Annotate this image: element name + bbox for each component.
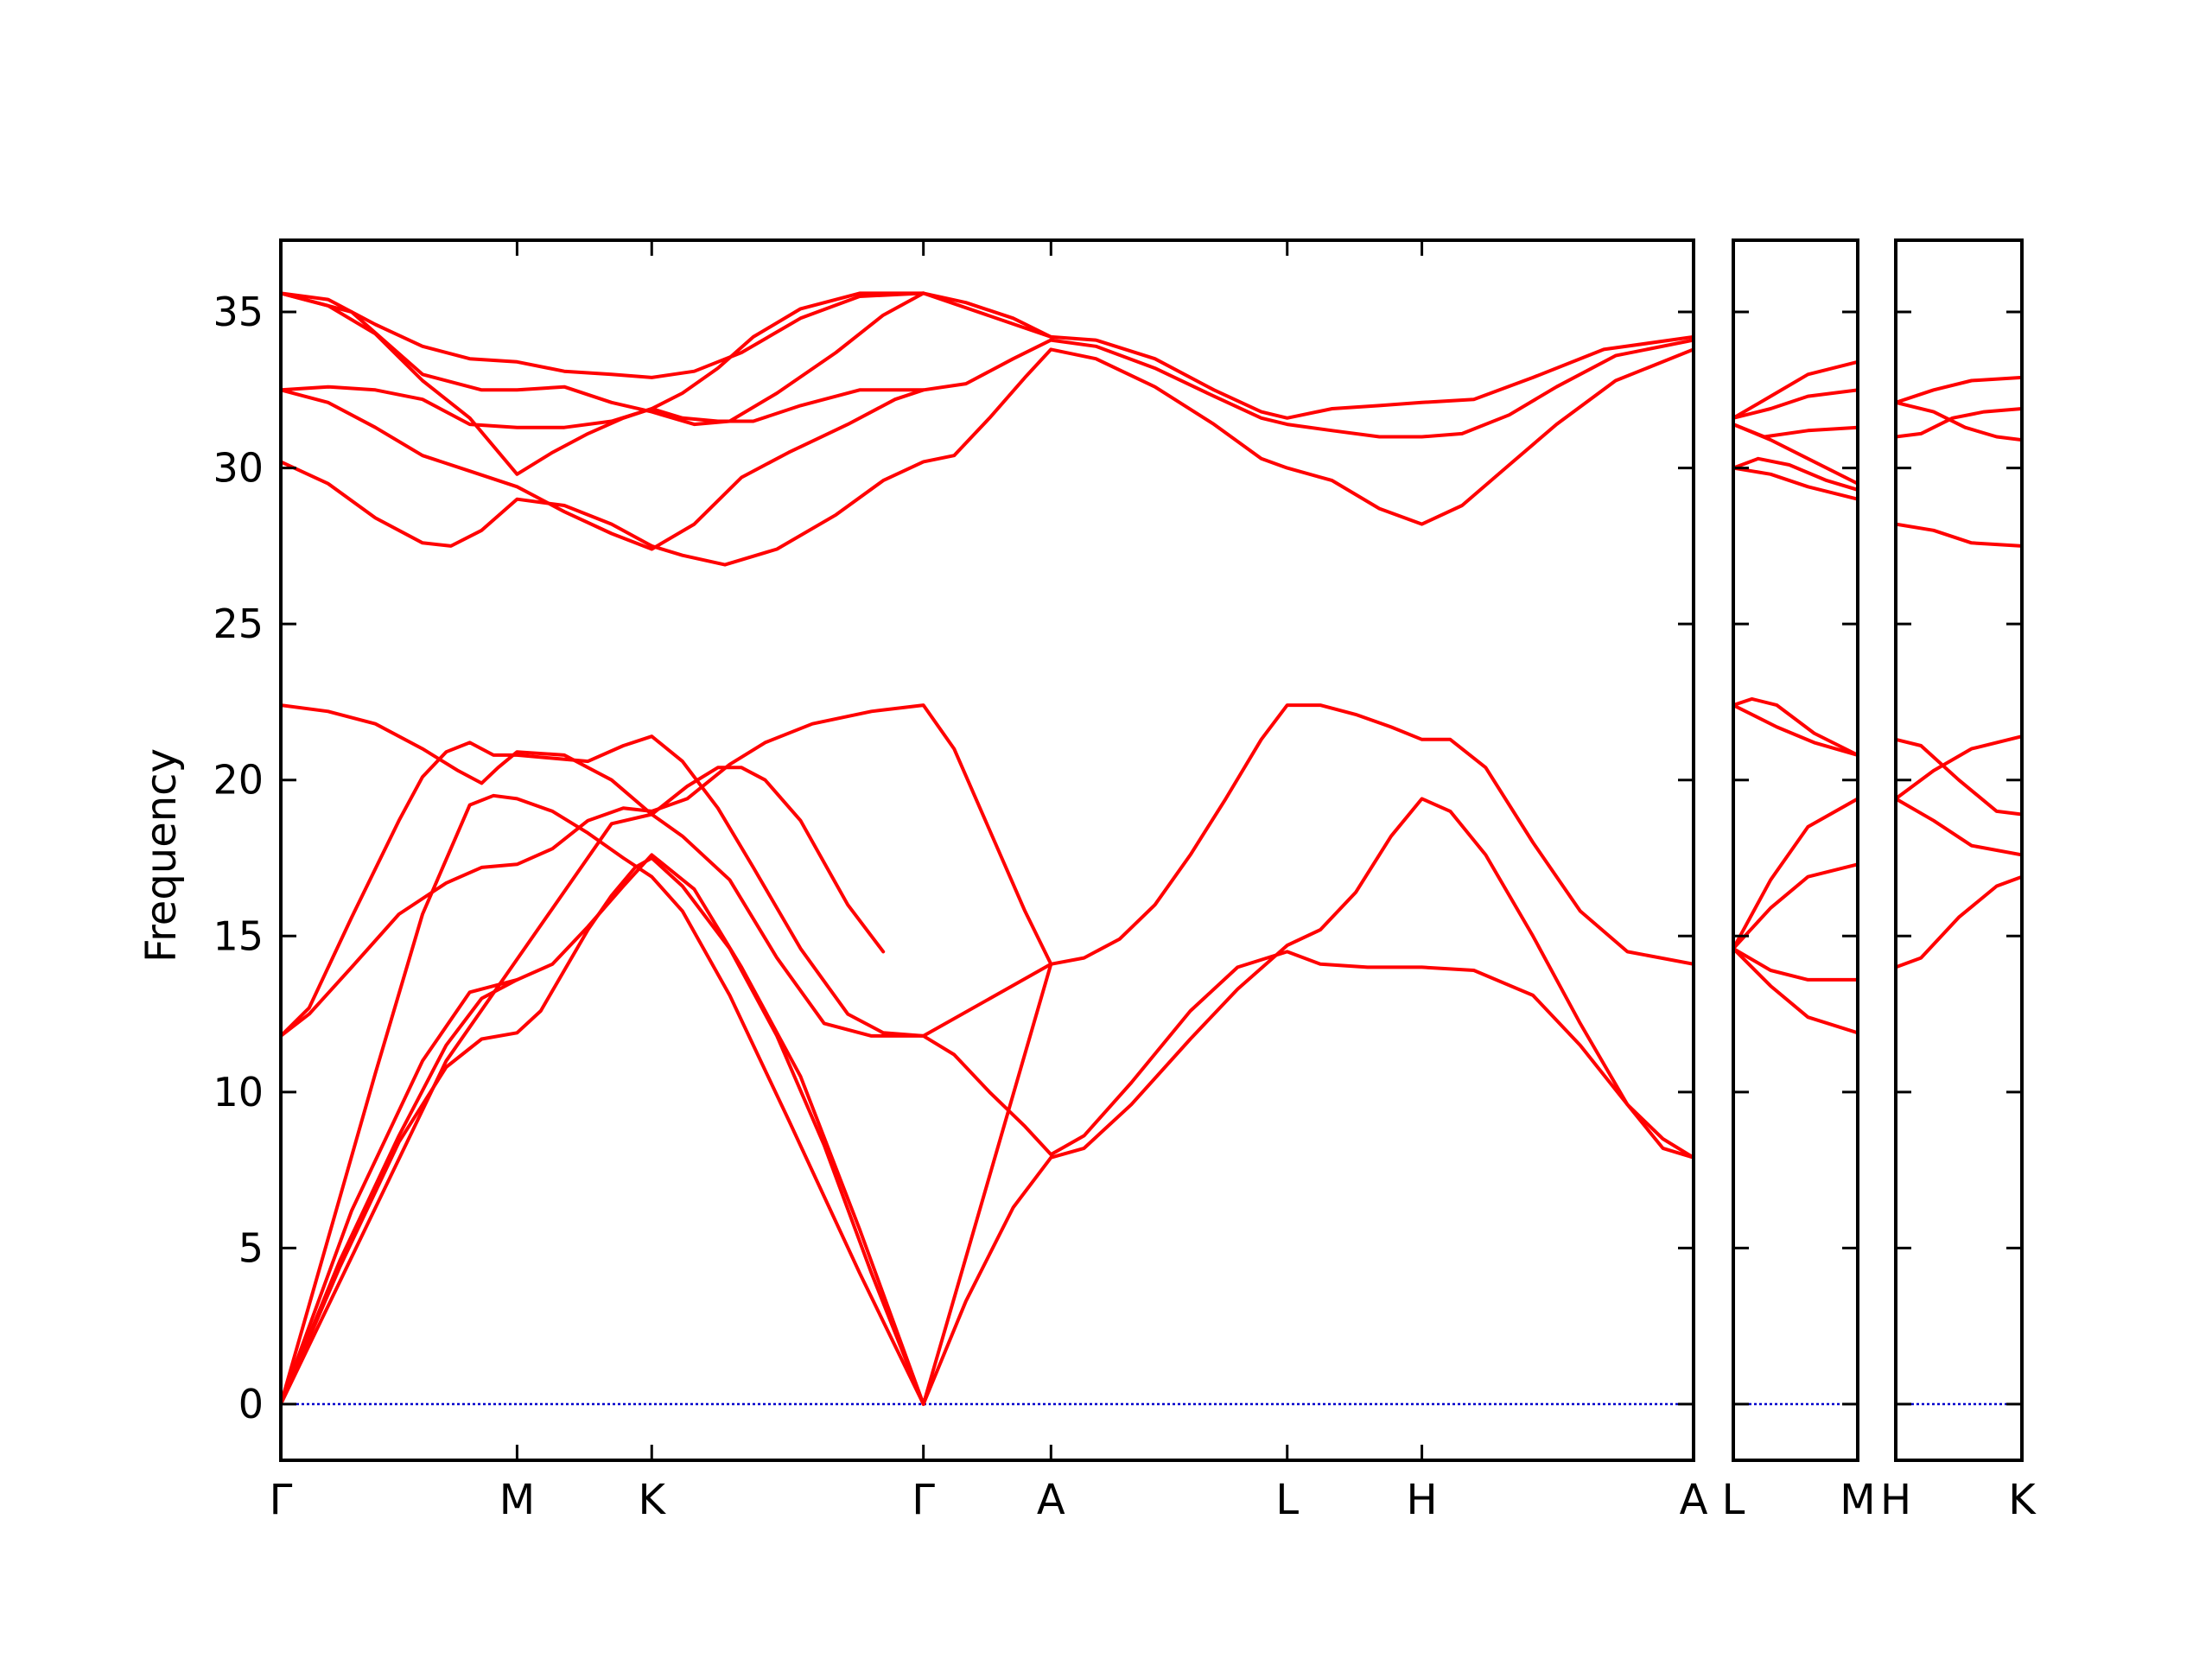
band-line-6	[1733, 703, 1858, 757]
x-tick-label: Γ	[270, 1476, 293, 1524]
x-tick-label: H	[1407, 1476, 1438, 1524]
band-line-12	[1733, 359, 1858, 420]
y-axis-title: Frequency	[137, 748, 186, 963]
band-line-16	[281, 977, 519, 1406]
y-tick-label: 20	[213, 757, 264, 804]
band-line-11	[1733, 388, 1858, 420]
band-line-14	[281, 385, 925, 429]
band-line-8	[1733, 456, 1858, 492]
y-tick-label: 5	[238, 1224, 264, 1271]
x-tick-label: A	[1037, 1476, 1065, 1524]
band-line-1	[1733, 946, 1858, 982]
axes-frame	[279, 238, 1695, 1462]
x-tick-label: H	[1880, 1476, 1911, 1524]
band-line-10	[281, 347, 1694, 567]
x-tick-label: A	[1680, 1476, 1708, 1524]
x-tick-label: K	[2008, 1476, 2037, 1524]
band-line-2	[281, 853, 925, 1406]
band-line-3	[281, 793, 925, 1406]
band-line-9	[921, 962, 1053, 1406]
band-series-group	[281, 291, 1694, 1406]
band-line-7	[1896, 400, 2022, 442]
axes-frame	[1894, 238, 2024, 1462]
band-line-3	[1733, 862, 1858, 950]
band-line-5	[281, 734, 1694, 1160]
band-line-12	[281, 291, 1694, 476]
band-line-2	[1733, 946, 1858, 1035]
band-line-7	[1733, 466, 1858, 501]
band-line-4	[281, 703, 1694, 1038]
axes-frame	[1732, 238, 1859, 1462]
x-tick-label: L	[1722, 1476, 1745, 1524]
band-line-6	[281, 703, 1053, 1038]
band-line-15	[281, 291, 925, 427]
band-line-1	[1896, 874, 2022, 969]
band-series-group	[1896, 375, 2022, 969]
band-line-10	[1733, 423, 1858, 439]
y-tick-label: 10	[213, 1069, 264, 1116]
y-tick-label: 25	[213, 601, 264, 647]
y-tick-label: 35	[213, 289, 264, 335]
band-line-11	[281, 338, 1694, 551]
y-tick-label: 30	[213, 445, 264, 492]
band-line-13	[281, 291, 1053, 379]
x-tick-label: Γ	[912, 1476, 935, 1524]
band-line-5	[1733, 696, 1858, 757]
band-panel-1: 0 5 10 15 20 25 30 35 Γ M K Γ A L H A	[213, 238, 1708, 1524]
band-line-6	[1896, 407, 2022, 439]
band-line-7	[281, 766, 886, 1406]
x-tick-label: M	[499, 1476, 535, 1524]
band-line-4	[1733, 797, 1858, 950]
band-series-group	[1733, 359, 1858, 1035]
y-tick-label: 15	[213, 912, 264, 959]
band-line-8	[1896, 375, 2022, 404]
y-tick-label: 0	[238, 1381, 264, 1427]
band-line-3	[1896, 734, 2022, 801]
band-line-8	[921, 797, 1694, 1406]
band-line-5	[1896, 522, 2022, 548]
x-tick-label: L	[1275, 1476, 1299, 1524]
band-line-2	[1896, 797, 2022, 857]
x-tick-label: K	[639, 1476, 667, 1524]
x-tick-label: M	[1840, 1476, 1875, 1524]
band-line-4	[1896, 737, 2022, 817]
